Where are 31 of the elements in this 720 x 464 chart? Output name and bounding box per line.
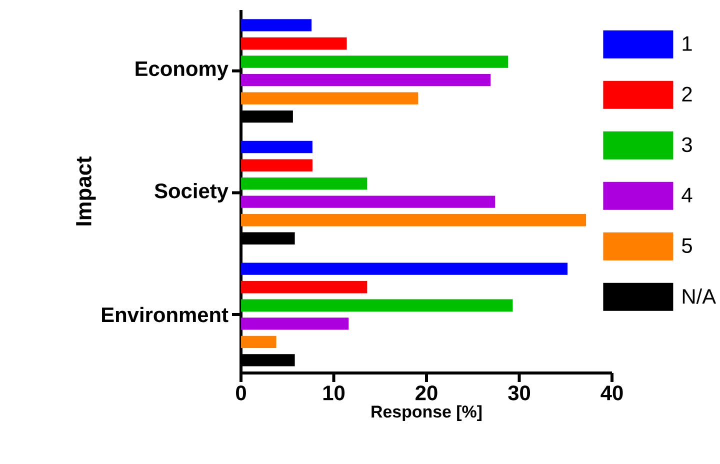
x-tick-label: 30 [508,386,530,400]
legend-label: N/A [682,288,716,304]
bar [241,299,513,312]
x-tick-label: 0 [236,386,246,400]
x-axis-title: Response [%] [372,405,482,421]
y-tick-label: Environment [102,306,228,322]
x-tick-label: 20 [416,386,438,400]
legend-label: 5 [682,238,692,253]
y-tick-label: Economy [136,62,228,80]
y-axis-title: Impact [76,156,96,226]
x-tick-label: 40 [600,386,623,400]
bar [241,196,496,208]
legend-label: 2 [682,86,692,102]
y-tick-label: Society [154,182,228,202]
legend-label: 1 [682,36,692,51]
legend-label: 4 [682,188,692,202]
bar [241,56,508,68]
bar [241,159,312,172]
legend-label: 3 [682,137,692,152]
bar [241,92,418,104]
bar [241,19,312,32]
bar [241,214,586,226]
bar [241,37,347,50]
bar [241,318,349,330]
bar [241,336,276,348]
bar [241,281,368,294]
bar [241,74,491,86]
bar [241,140,312,154]
x-tick-label: 10 [323,386,345,400]
bar [241,262,568,275]
bar [241,177,368,190]
